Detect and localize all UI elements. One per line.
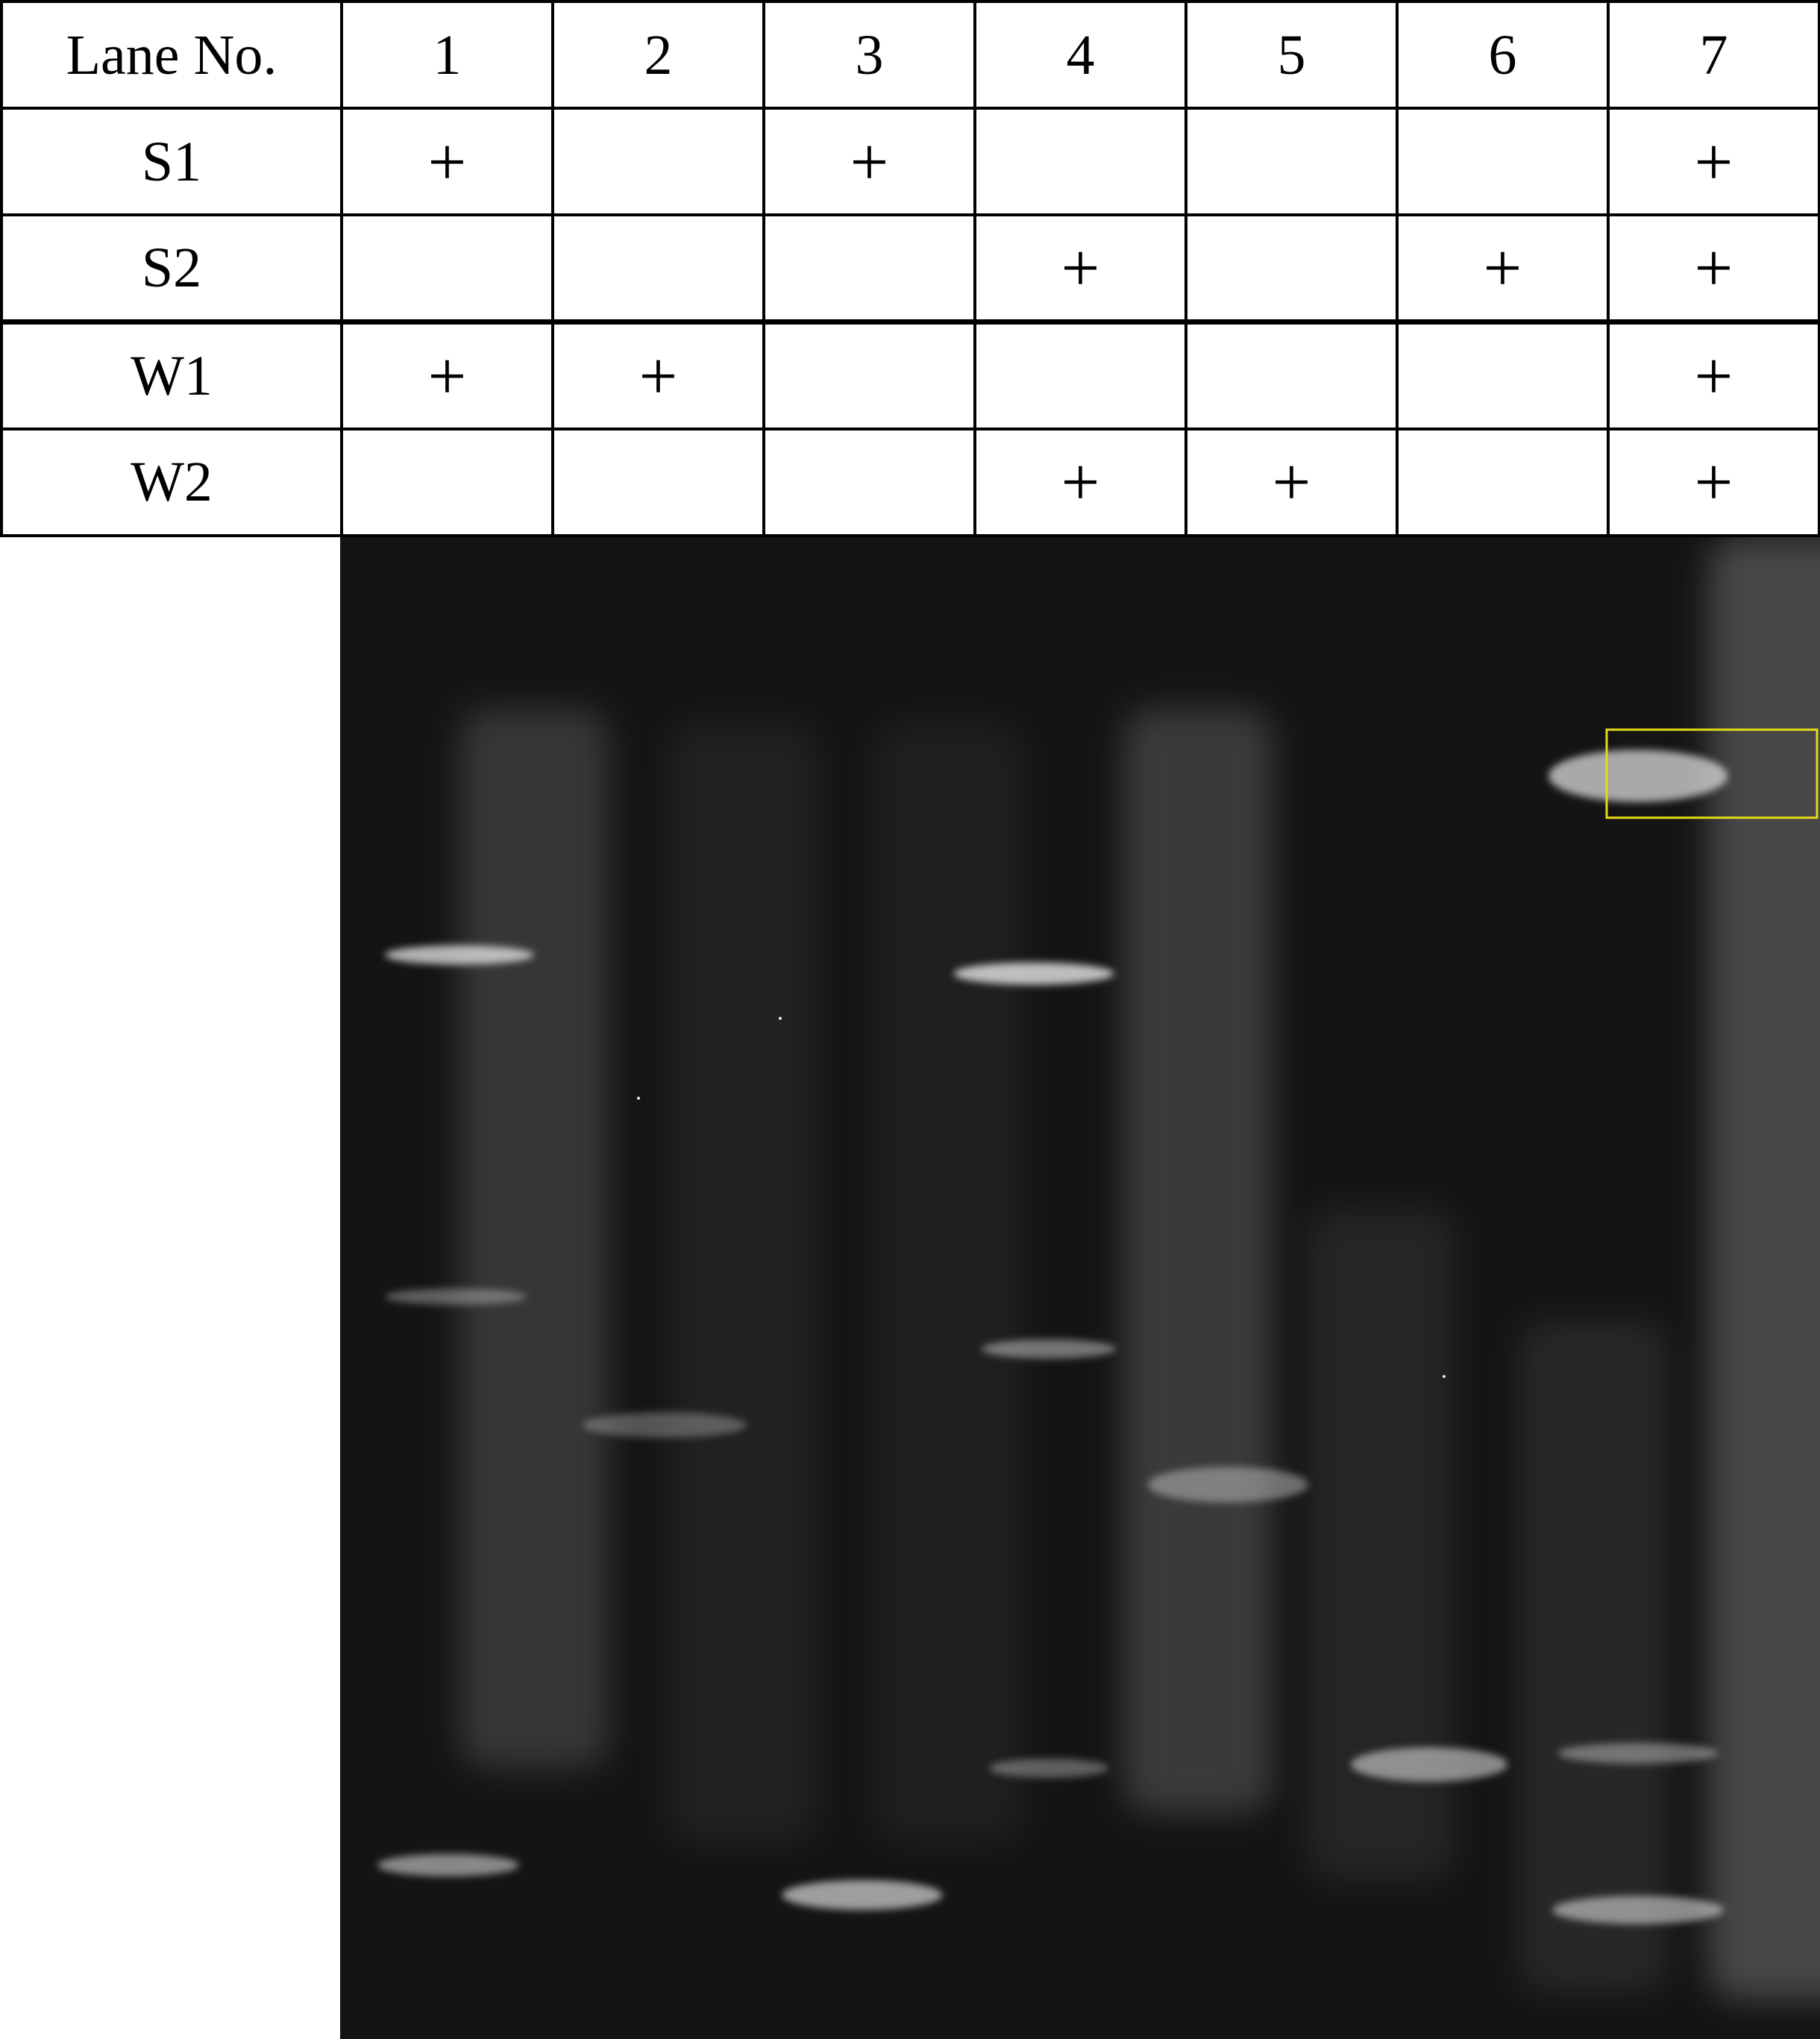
table-row: S2 + + + (0, 213, 1820, 324)
lane-number: 5 (1184, 0, 1399, 110)
table-cell: + (762, 107, 976, 217)
table-cell: + (1607, 427, 1820, 538)
row-label: W1 (0, 319, 343, 430)
gel-band (989, 1758, 1108, 1778)
gel-speck (637, 1097, 640, 1100)
table-cell (973, 319, 1187, 430)
lane-smear (668, 724, 818, 1843)
gel-band (1147, 1467, 1308, 1503)
table-cell (1396, 319, 1610, 430)
table-cell (1396, 107, 1610, 217)
gel-band (583, 1412, 747, 1438)
table-cell: + (1607, 213, 1820, 324)
table-cell (551, 107, 765, 217)
table-row: S1 + + + (0, 107, 1820, 217)
row-label: W2 (0, 427, 343, 538)
table-header-row: Lane No. 1 2 3 4 5 6 7 (0, 0, 1820, 110)
gel-band (1548, 750, 1728, 802)
table-cell (551, 213, 765, 324)
table-cell: + (340, 107, 554, 217)
gel-band (1557, 1743, 1719, 1764)
lane-smear (1123, 709, 1273, 1813)
table-cell (762, 427, 976, 538)
lane-no-header: Lane No. (0, 0, 343, 110)
lane-composition-table: Lane No. 1 2 3 4 5 6 7 S1 + + + S2 + + (0, 0, 1820, 538)
table-cell (762, 213, 976, 324)
gel-band (782, 1880, 943, 1910)
table-cell (762, 319, 976, 430)
table-cell (973, 107, 1187, 217)
table-cell (340, 213, 554, 324)
gel-band (377, 1854, 519, 1876)
highlight-box (1605, 728, 1819, 819)
gel-image-svg (340, 537, 1820, 2039)
table-row: W2 + + + (0, 427, 1820, 538)
gel-speck (1443, 1375, 1446, 1378)
table-cell: + (1396, 213, 1610, 324)
table-cell (551, 427, 765, 538)
table-cell (1396, 427, 1610, 538)
gel-band (385, 1288, 527, 1305)
lane-smear (1306, 1209, 1455, 1880)
lane-smear (1519, 1321, 1668, 1992)
gel-band (385, 945, 534, 965)
lane-number: 1 (340, 0, 554, 110)
lane-number: 3 (762, 0, 976, 110)
gel-band (953, 962, 1114, 985)
gel-speck (779, 1017, 782, 1020)
table-row: W1 + + + (0, 319, 1820, 430)
table-cell: + (973, 427, 1187, 538)
lane-number: 7 (1607, 0, 1820, 110)
gel-band (1351, 1747, 1507, 1782)
table-cell: + (551, 319, 765, 430)
row-label: S1 (0, 107, 343, 217)
gel-image (340, 537, 1820, 2039)
table-cell: + (1607, 319, 1820, 430)
lane-smear (874, 724, 1023, 1843)
table-cell (340, 427, 554, 538)
lane-number: 6 (1396, 0, 1610, 110)
lane-number: 2 (551, 0, 765, 110)
row-label: S2 (0, 213, 343, 324)
gel-band (982, 1339, 1116, 1359)
table-cell (1184, 213, 1399, 324)
lane-smear (1709, 537, 1820, 1999)
table-cell: + (973, 213, 1187, 324)
lane-smear (459, 709, 609, 1768)
gel-band (1552, 1896, 1724, 1924)
table-cell: + (1607, 107, 1820, 217)
table-cell (1184, 107, 1399, 217)
table-cell (1184, 319, 1399, 430)
table-cell: + (340, 319, 554, 430)
table-cell: + (1184, 427, 1399, 538)
lane-number: 4 (973, 0, 1187, 110)
